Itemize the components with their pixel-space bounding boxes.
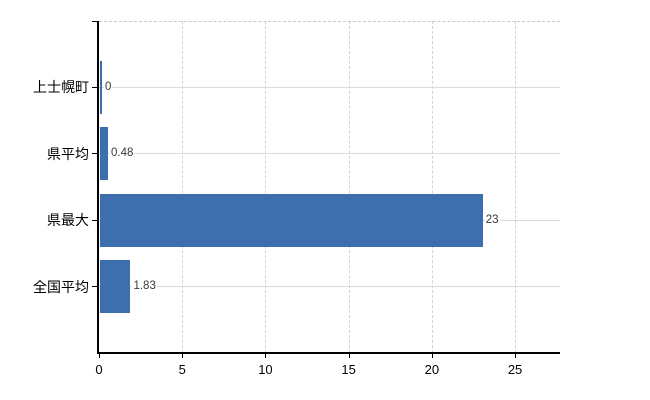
y-tick-mark [92, 86, 98, 88]
gridline-v [431, 21, 433, 353]
y-tick-mark [92, 21, 98, 22]
gridline-h [99, 86, 560, 88]
gridline-v [265, 21, 267, 353]
gridline-h [99, 153, 560, 155]
gridline-v [182, 21, 184, 353]
gridline-v [515, 21, 517, 353]
y-tick-mark [92, 286, 98, 288]
x-tick-label: 0 [95, 362, 103, 377]
x-tick-mark [431, 354, 433, 358]
x-tick-mark [99, 354, 100, 358]
chart-bar [100, 127, 108, 181]
category-label: 全国平均 [33, 278, 89, 295]
category-label: 県最大 [47, 212, 89, 229]
gridline-h [99, 286, 560, 288]
value-label: 23 [484, 213, 500, 227]
chart-bar [100, 260, 131, 314]
value-label: 0 [104, 80, 113, 94]
gridline-v [348, 21, 350, 353]
y-axis-line [97, 21, 99, 354]
value-label: 0.48 [109, 147, 135, 161]
chart-bar [100, 60, 102, 114]
x-tick-label: 15 [341, 362, 356, 377]
x-tick-label: 20 [424, 362, 440, 377]
category-label: 上士幌町 [33, 79, 89, 96]
x-tick-mark [265, 354, 267, 358]
y-tick-mark [92, 153, 98, 155]
value-label: 1.83 [132, 280, 157, 294]
x-axis-line [97, 352, 560, 354]
x-tick-label: 10 [258, 362, 273, 377]
category-label: 県平均 [47, 145, 89, 162]
chart-bar [100, 193, 483, 247]
plot-top-border [99, 21, 560, 22]
x-tick-label: 25 [507, 362, 523, 377]
x-tick-mark [182, 354, 184, 358]
x-tick-mark [348, 354, 350, 358]
x-tick-mark [515, 354, 517, 358]
x-tick-label: 5 [178, 362, 186, 377]
y-tick-mark [92, 219, 98, 221]
